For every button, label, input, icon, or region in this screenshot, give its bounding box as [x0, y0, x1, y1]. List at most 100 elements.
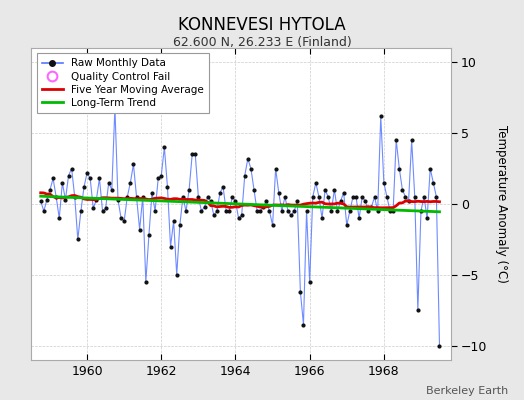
Point: [73, 236, 82, 243]
Point: [197, 208, 205, 214]
Point: [293, 198, 301, 204]
Point: [225, 208, 234, 214]
Point: [148, 190, 156, 196]
Point: [163, 184, 172, 190]
Point: [426, 165, 434, 172]
Point: [138, 194, 147, 200]
Point: [305, 279, 314, 285]
Point: [210, 212, 218, 218]
Point: [349, 194, 357, 200]
Point: [219, 184, 227, 190]
Point: [355, 215, 363, 221]
Point: [324, 194, 332, 200]
Legend: Raw Monthly Data, Quality Control Fail, Five Year Moving Average, Long-Term Tren: Raw Monthly Data, Quality Control Fail, …: [37, 53, 209, 113]
Point: [262, 198, 270, 204]
Point: [222, 208, 231, 214]
Point: [333, 208, 342, 214]
Point: [244, 156, 252, 162]
Point: [99, 208, 107, 214]
Point: [133, 194, 141, 200]
Point: [429, 180, 438, 186]
Point: [160, 144, 169, 150]
Point: [296, 289, 304, 295]
Text: Berkeley Earth: Berkeley Earth: [426, 386, 508, 396]
Point: [206, 198, 215, 204]
Point: [52, 194, 60, 200]
Point: [432, 194, 441, 200]
Point: [102, 205, 110, 212]
Point: [392, 137, 400, 143]
Point: [95, 175, 104, 182]
Point: [398, 187, 407, 193]
Point: [129, 161, 138, 168]
Point: [321, 187, 329, 193]
Point: [271, 165, 280, 172]
Text: KONNEVESI HYTOLA: KONNEVESI HYTOLA: [178, 16, 346, 34]
Point: [80, 184, 88, 190]
Point: [411, 194, 419, 200]
Point: [40, 208, 48, 214]
Point: [423, 215, 431, 221]
Point: [120, 218, 128, 224]
Point: [389, 208, 397, 214]
Point: [302, 208, 311, 214]
Point: [58, 180, 67, 186]
Point: [49, 175, 57, 182]
Point: [275, 190, 283, 196]
Point: [318, 215, 326, 221]
Point: [395, 165, 403, 172]
Point: [123, 194, 132, 200]
Point: [278, 208, 286, 214]
Point: [250, 187, 258, 193]
Point: [114, 196, 122, 203]
Point: [299, 321, 308, 328]
Point: [417, 208, 425, 214]
Point: [346, 208, 354, 214]
Point: [405, 198, 413, 204]
Point: [169, 218, 178, 224]
Point: [157, 172, 166, 179]
Point: [86, 175, 94, 182]
Point: [265, 208, 274, 214]
Point: [145, 232, 153, 238]
Point: [253, 208, 261, 214]
Point: [340, 190, 348, 196]
Point: [117, 215, 125, 221]
Point: [380, 180, 388, 186]
Point: [383, 194, 391, 200]
Point: [281, 194, 289, 200]
Point: [315, 194, 323, 200]
Point: [172, 272, 181, 278]
Point: [386, 208, 394, 214]
Point: [336, 198, 345, 204]
Point: [154, 175, 162, 182]
Point: [268, 222, 277, 228]
Point: [370, 194, 379, 200]
Point: [361, 198, 369, 204]
Point: [111, 104, 119, 111]
Point: [182, 208, 190, 214]
Point: [231, 198, 239, 204]
Point: [413, 307, 422, 314]
Point: [247, 165, 255, 172]
Point: [135, 226, 144, 233]
Point: [188, 151, 196, 158]
Point: [55, 215, 63, 221]
Point: [89, 205, 97, 212]
Point: [435, 343, 444, 349]
Point: [141, 279, 150, 285]
Point: [191, 151, 200, 158]
Point: [401, 194, 410, 200]
Y-axis label: Temperature Anomaly (°C): Temperature Anomaly (°C): [495, 125, 508, 283]
Point: [166, 243, 174, 250]
Point: [64, 172, 73, 179]
Point: [284, 208, 292, 214]
Point: [77, 208, 85, 214]
Point: [256, 208, 265, 214]
Point: [377, 113, 385, 119]
Point: [290, 208, 298, 214]
Point: [194, 194, 203, 200]
Point: [287, 212, 296, 218]
Point: [358, 194, 366, 200]
Point: [420, 194, 428, 200]
